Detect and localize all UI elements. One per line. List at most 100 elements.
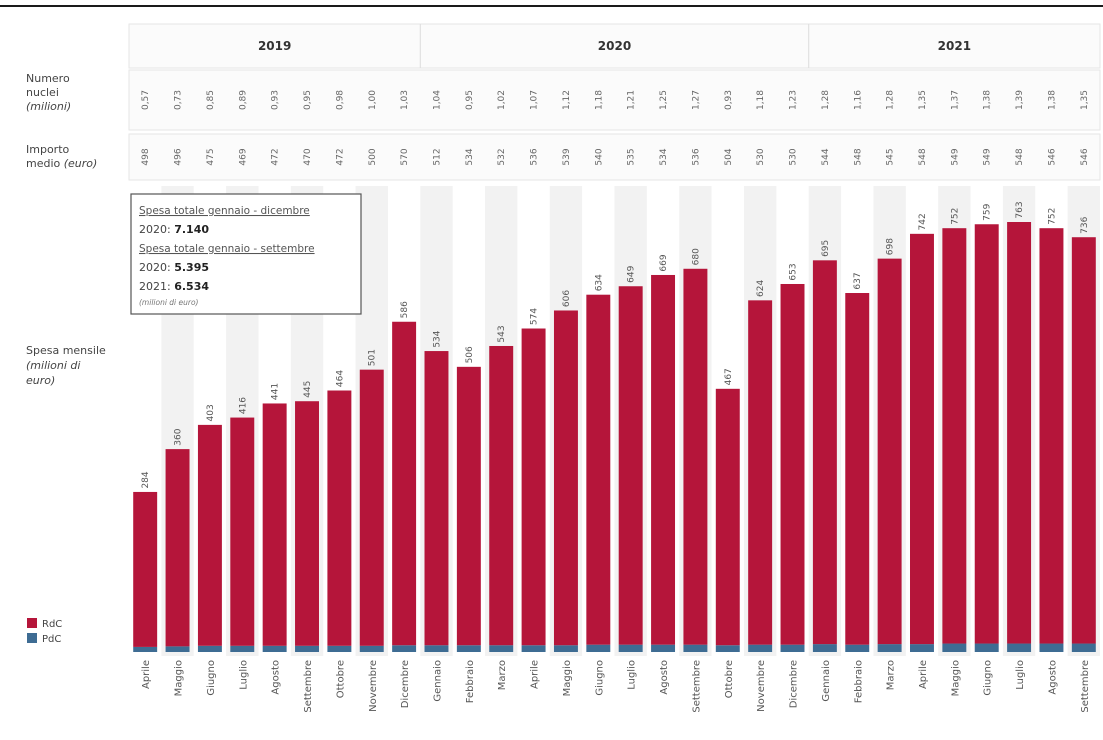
- numero-nuclei-cell: 1,23: [789, 90, 799, 110]
- bar-rdc: [877, 258, 902, 645]
- importo-medio-cell: 498: [141, 148, 151, 165]
- importo-medio-cell: 548: [853, 148, 863, 165]
- bar-total-label: 742: [918, 213, 928, 230]
- importo-medio-cell: 530: [789, 148, 799, 165]
- importo-medio-cell: 539: [562, 148, 572, 165]
- bar-rdc: [974, 224, 999, 644]
- numero-nuclei-panel: [128, 69, 1101, 131]
- bar-rdc: [748, 300, 773, 645]
- bar-pdc: [910, 644, 934, 652]
- bar-total-label: 669: [659, 254, 669, 271]
- numero-nuclei-cell: 1,12: [562, 90, 572, 110]
- bar-total-label: 680: [691, 248, 701, 265]
- bar-pdc: [942, 643, 967, 652]
- year-label: 2020: [598, 39, 631, 53]
- row-label-numero-nuclei-unit: (milioni): [26, 100, 71, 113]
- bar-rdc: [424, 351, 449, 646]
- bar-rdc: [133, 491, 158, 647]
- bar-rdc: [230, 417, 255, 646]
- bar-rdc: [618, 286, 643, 645]
- importo-medio-cell: 470: [303, 148, 313, 165]
- annotation-head-1: Spesa totale gennaio - dicembre: [139, 205, 310, 217]
- bar-pdc: [683, 644, 708, 652]
- numero-nuclei-cell: 1,37: [950, 90, 960, 110]
- bar-total-label: 574: [530, 308, 540, 325]
- bar-pdc: [230, 645, 255, 652]
- importo-medio-cell: 534: [465, 148, 475, 165]
- bar-pdc: [651, 644, 676, 652]
- month-label: Aprile: [918, 660, 929, 689]
- row-label-numero-nuclei: Numero: [26, 72, 70, 85]
- bar-total-label: 759: [983, 203, 993, 220]
- importo-medio-cell: 512: [432, 148, 442, 165]
- bar-total-label: 763: [1015, 201, 1025, 218]
- importo-medio-cell: 548: [1015, 148, 1025, 165]
- bar-pdc: [1039, 643, 1064, 652]
- month-label: Maggio: [950, 660, 961, 696]
- bar-pdc: [521, 645, 546, 652]
- importo-medio-cell: 534: [659, 148, 669, 165]
- bar-rdc: [392, 321, 417, 646]
- bar-total-label: 695: [821, 240, 831, 257]
- bar-rdc: [715, 388, 740, 646]
- importo-medio-cell: 469: [238, 148, 248, 165]
- month-label: Settembre: [691, 660, 702, 713]
- numero-nuclei-cell: 1,02: [497, 90, 507, 110]
- bar-pdc: [165, 646, 190, 652]
- month-label: Luglio: [1015, 660, 1026, 690]
- bar-pdc: [295, 645, 319, 652]
- bar-rdc: [295, 401, 319, 646]
- month-label: Aprile: [530, 660, 541, 689]
- importo-medio-cell: 544: [821, 148, 831, 165]
- bar-rdc: [456, 366, 481, 646]
- bar-rdc: [359, 369, 384, 646]
- month-label: Agosto: [659, 660, 670, 695]
- numero-nuclei-cell: 1,16: [853, 90, 863, 110]
- month-label: Giugno: [206, 660, 217, 696]
- bar-rdc: [845, 293, 870, 645]
- importo-medio-cell: 536: [530, 148, 540, 165]
- bar-pdc: [974, 643, 999, 652]
- annotation-unit: (milioni di euro): [139, 298, 199, 307]
- numero-nuclei-cell: 1,25: [659, 90, 669, 110]
- bar-rdc: [1039, 228, 1064, 644]
- month-label: Luglio: [238, 660, 249, 690]
- bar-total-label: 445: [303, 381, 313, 398]
- month-label: Aprile: [141, 660, 152, 689]
- bar-total-label: 637: [853, 272, 863, 289]
- bar-rdc: [553, 310, 578, 646]
- month-label: Settembre: [303, 660, 314, 713]
- month-label: Giugno: [983, 660, 994, 696]
- bar-pdc: [748, 644, 773, 652]
- bar-total-label: 634: [594, 274, 604, 291]
- bar-pdc: [618, 644, 643, 652]
- month-label: Agosto: [271, 660, 282, 695]
- bar-total-label: 653: [789, 263, 799, 280]
- bar-pdc: [197, 645, 222, 652]
- y-axis-label: Spesa mensile (milioni di euro): [26, 344, 106, 387]
- bar-total-label: 586: [400, 301, 410, 318]
- month-label: Febbraio: [853, 660, 864, 703]
- month-label: Febbraio: [465, 660, 476, 703]
- month-label: Luglio: [627, 660, 638, 690]
- row-label-numero-nuclei: nuclei: [26, 86, 59, 99]
- month-label: Marzo: [497, 660, 508, 690]
- importo-medio-cell: 532: [497, 148, 507, 165]
- row-label-importo-medio: Importo: [26, 143, 70, 156]
- importo-medio-cell: 472: [271, 148, 281, 165]
- importo-medio-cell: 530: [756, 148, 766, 165]
- bar-pdc: [327, 645, 352, 652]
- bar-total-label: 534: [432, 330, 442, 347]
- y-label-unit-line: euro): [26, 374, 55, 387]
- annotation-head-2: Spesa totale gennaio - settembre: [139, 243, 315, 255]
- bar-total-label: 403: [206, 404, 216, 421]
- importo-medio-cell: 549: [983, 148, 993, 165]
- y-label-unit-line: (milioni di: [26, 359, 80, 372]
- importo-medio-cell: 549: [950, 148, 960, 165]
- bar-pdc: [489, 645, 514, 652]
- bar-total-label: 464: [335, 370, 345, 387]
- bar-rdc: [683, 268, 708, 645]
- bar-pdc: [553, 645, 578, 652]
- importo-medio-cell: 472: [335, 148, 345, 165]
- numero-nuclei-cell: 0,89: [238, 90, 248, 110]
